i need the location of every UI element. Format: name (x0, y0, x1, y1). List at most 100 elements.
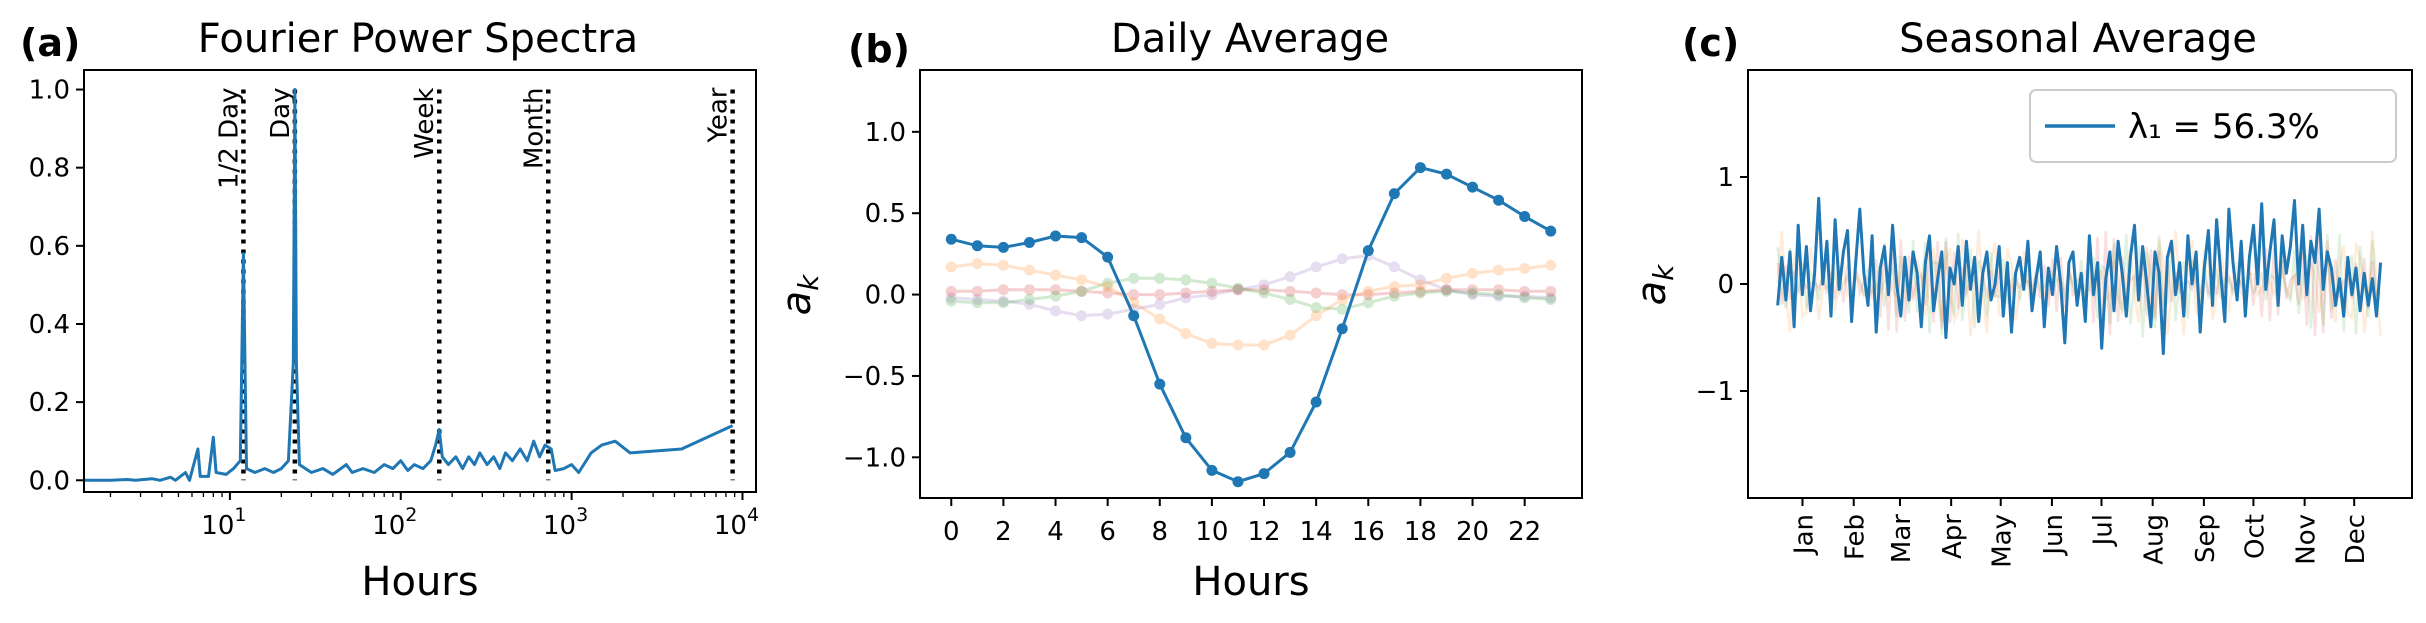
series (945, 162, 1557, 488)
series-point (1414, 162, 1426, 174)
panel-b-frame (919, 69, 1583, 499)
series-point (1414, 279, 1426, 291)
series-point (1023, 284, 1035, 296)
series-point (945, 295, 957, 307)
series-point (1440, 285, 1452, 297)
series-point (1180, 432, 1192, 444)
series-point (1388, 280, 1400, 292)
panel-a-title: Fourier Power Spectra (198, 16, 638, 62)
series-point (1284, 271, 1296, 283)
y-tick-label: 1.0 (865, 118, 906, 148)
series-point (1180, 274, 1192, 286)
series-point (971, 240, 983, 252)
panel-c-ylabel: ak (1629, 263, 1680, 306)
series-point (1076, 232, 1088, 244)
series-point (1284, 446, 1296, 458)
series-point (1362, 285, 1374, 297)
x-tick-label: 14 (1300, 517, 1333, 547)
series-point (1102, 287, 1114, 299)
series-point (1154, 378, 1166, 390)
series-point (1102, 308, 1114, 320)
series-point (1519, 290, 1531, 302)
series-point (1545, 225, 1557, 237)
y-tick-label: 0.2 (29, 388, 70, 418)
series-point (945, 233, 957, 245)
series-point (1336, 303, 1348, 315)
series-point (1519, 292, 1531, 304)
x-tick-label: Jun (2039, 514, 2069, 557)
series-point (1050, 269, 1062, 281)
series-point (1023, 293, 1035, 305)
series (945, 272, 1557, 315)
y-tick-label: −1 (1696, 377, 1734, 407)
panel-c-title: Seasonal Average (1899, 16, 2257, 62)
series-point (1493, 194, 1505, 206)
series-point (1232, 339, 1244, 351)
x-tick-label: 22 (1508, 517, 1541, 547)
series-line (950, 165, 1552, 484)
y-tick-label: 0.6 (29, 232, 70, 262)
series-point (1284, 293, 1296, 305)
series-point (1388, 290, 1400, 302)
x-tick-label: 18 (1404, 517, 1437, 547)
series-point (1154, 313, 1166, 325)
series-point (997, 259, 1009, 271)
series-point (1414, 287, 1426, 299)
x-tick-label: 102 (372, 504, 417, 541)
x-tick-label: Oct (2240, 514, 2270, 559)
series-point (1362, 289, 1374, 301)
series (945, 250, 1557, 322)
x-tick-label: Feb (1841, 514, 1871, 560)
panel-a-xlabel: Hours (361, 559, 478, 605)
y-tick-label: −1.0 (843, 443, 906, 473)
series-point (1154, 298, 1166, 310)
panel-c-plot: −1 0 1 Jan Feb Mar Apr May Jun Jul Aug Sep Oct Nov Dec (1696, 163, 2383, 568)
series-point (1519, 285, 1531, 297)
series-point (997, 297, 1009, 309)
series-point (1493, 289, 1505, 301)
y-tick-label: 0 (1717, 270, 1734, 300)
series-point (971, 285, 983, 297)
x-tick-label: 10 (1195, 517, 1228, 547)
panel-b-plot: −1.0 −0.5 0.0 0.5 1.0 0 2 4 6 8 10 12 14 16 18 20 22 (843, 118, 1557, 547)
seasonal-line (1776, 196, 2383, 355)
series (945, 258, 1557, 351)
series-point (1440, 272, 1452, 284)
series-point (1232, 476, 1244, 488)
series-point (1023, 237, 1035, 249)
series-line (951, 253, 1551, 318)
series-point (1076, 285, 1088, 297)
series-point (1388, 261, 1400, 273)
y-tick-label: 1 (1717, 163, 1734, 193)
series-point (1493, 284, 1505, 296)
series-point (971, 297, 983, 309)
series-point (971, 293, 983, 305)
series-point (1336, 289, 1348, 301)
panel-c-legend: λ₁ = 56.3% (2029, 89, 2397, 163)
series-point (1362, 297, 1374, 309)
x-tick-label: 2 (995, 517, 1012, 547)
x-tick-label: 104 (714, 504, 759, 541)
series-point (1180, 287, 1192, 299)
series-point (1414, 285, 1426, 297)
series-point (1545, 293, 1557, 305)
panel-a-frame (83, 69, 757, 493)
series-point (1519, 210, 1531, 222)
panel-a: (a) Fourier Power Spectra 0.00.20.40.60.… (20, 16, 759, 605)
series-point (1102, 251, 1114, 263)
x-tick-label: Mar (1887, 514, 1917, 563)
panel-c-frame (1747, 69, 2413, 499)
panel-c-label: (c) (1682, 21, 1739, 65)
series (945, 284, 1557, 301)
series-point (1050, 305, 1062, 317)
series-point (1545, 285, 1557, 297)
panel-b: (b) Daily Average −1.0 −0.5 0.0 0.5 1.0 0 2 4 6 8… (774, 16, 1583, 605)
series-point (1467, 284, 1479, 296)
spectrum-line (84, 88, 734, 482)
x-tick-label: 103 (543, 504, 588, 541)
x-tick-label: Jul (2088, 514, 2118, 547)
series-point (1440, 284, 1452, 296)
series-point (971, 258, 983, 270)
series-point (1206, 285, 1218, 297)
